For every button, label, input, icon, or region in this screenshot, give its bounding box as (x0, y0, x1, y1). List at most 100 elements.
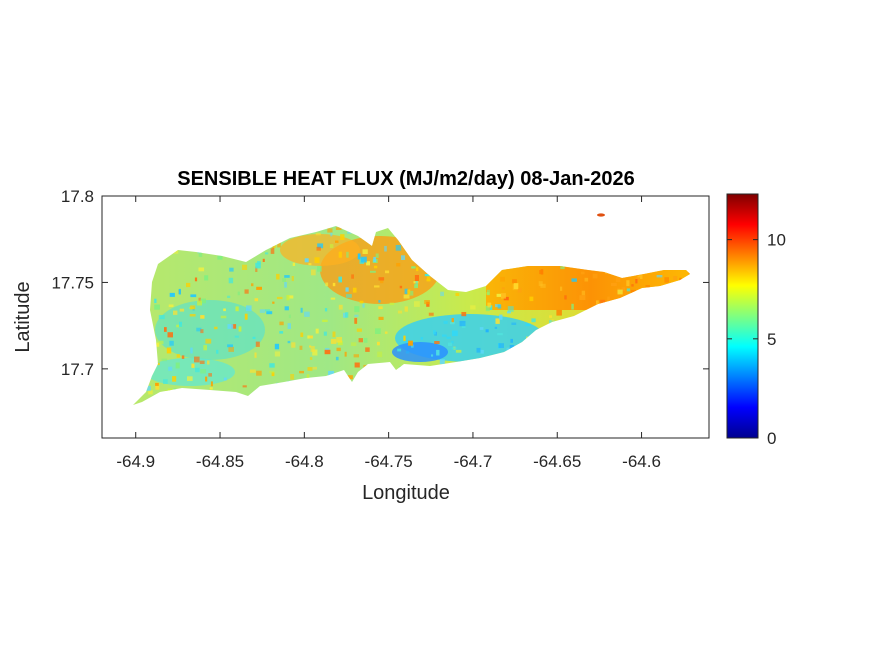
heatmap-cell (312, 349, 318, 356)
heatmap-cell (512, 279, 517, 284)
heatmap-cell (356, 328, 362, 332)
heatmap-cell (353, 354, 359, 358)
heatmap-cell (242, 385, 247, 388)
heatmap-cell (450, 322, 455, 325)
x-tick-label: -64.8 (285, 452, 324, 471)
heatmap-cell (155, 382, 159, 386)
heatmap-cell (378, 316, 384, 320)
heatmap-cell (549, 315, 552, 318)
heatmap-cell (440, 291, 444, 297)
heatmap-cell (210, 381, 213, 387)
heatmap-cell (571, 278, 577, 282)
heatmap-cell (509, 345, 515, 350)
heatmap-cell (479, 327, 484, 330)
heatmap-cell (249, 369, 256, 373)
heatmap-cell (497, 333, 503, 336)
heatmap-cell (191, 363, 195, 368)
heatmap-cell (176, 354, 181, 358)
heatmap-cell (373, 256, 376, 263)
heatmap-cell (615, 277, 621, 282)
heatmap-cell (194, 277, 198, 282)
heatmap-cell (338, 276, 342, 283)
heatmap-cell (198, 297, 201, 303)
heatmap-cell (405, 351, 410, 354)
heatmap-cell (187, 376, 193, 381)
heatmap-cell (312, 366, 317, 370)
heatmap-cell (231, 324, 237, 329)
heatmap-cell (414, 275, 419, 281)
heatmap-cell (375, 328, 381, 334)
heatmap-cell (277, 242, 281, 248)
heatmap-cell (415, 280, 418, 286)
heatmap-cell (507, 311, 511, 314)
heatmap-cell (630, 289, 637, 294)
heatmap-cell (340, 234, 345, 240)
heatmap-cell (186, 282, 191, 288)
heatmap-cell (416, 267, 419, 272)
heatmap-cell (517, 287, 522, 293)
heatmap-cell (411, 344, 414, 348)
heatmap-cell (336, 347, 341, 352)
heatmap-cell (499, 314, 503, 320)
heatmap-cell (179, 308, 185, 312)
heatmap-cell (244, 313, 248, 320)
heatmap-cell (242, 264, 248, 270)
heatmap-cell (626, 288, 631, 292)
heatmap-cell (564, 295, 567, 300)
colorbar-tick-label: 10 (767, 231, 786, 250)
heatmap-cell (178, 288, 181, 295)
heatmap-cell (255, 341, 260, 347)
heatmap-cell (169, 292, 175, 297)
heatmap-cell (621, 287, 625, 292)
heatmap-cell (513, 283, 519, 289)
heatmap-cell (207, 360, 210, 365)
heatmap-cell (172, 250, 179, 254)
y-axis: 17.7 17.75 17.8 (51, 187, 709, 379)
colorbar-tick-label: 0 (767, 429, 776, 448)
heatmap-cell (637, 275, 643, 279)
heatmap-cell (446, 336, 451, 339)
west-cool-patch (155, 300, 265, 360)
heatmap-cell (549, 320, 555, 324)
heatmap-cell (200, 315, 205, 319)
heatmap-cell (164, 327, 167, 332)
heatmap-cell (257, 261, 261, 265)
heatmap-cell (480, 349, 484, 354)
heatmap-cell (377, 341, 380, 346)
heatmap-cell (498, 343, 504, 348)
heatmap-cell (175, 362, 180, 369)
heatmap-cell (451, 318, 454, 324)
heatmap-cell (156, 342, 160, 347)
heatmap-cell (448, 342, 452, 346)
heatmap-cell (346, 251, 349, 258)
heatmap-cell (424, 274, 431, 277)
heatmap-cell (190, 294, 197, 298)
heatmap-cell (279, 321, 284, 326)
heatmap-cell (255, 262, 261, 269)
heatmap-cell (347, 231, 352, 234)
heatmap-cell (290, 374, 295, 380)
heatmap-cell (397, 348, 402, 352)
heatmap-cell (324, 308, 328, 312)
heatmap-cell (309, 357, 313, 360)
x-tick-label: -64.9 (116, 452, 155, 471)
heatmap-cell (580, 271, 585, 275)
heatmap-cell (426, 276, 431, 282)
heatmap-cell (424, 300, 430, 305)
heatmap-cell (269, 363, 275, 368)
heatmap-cell (274, 343, 280, 350)
heatmap-cell (216, 349, 219, 354)
heatmap-cell (262, 258, 265, 262)
x-tick-label: -64.75 (365, 452, 413, 471)
heatmap-cell (271, 371, 275, 377)
heatmap-cell (214, 326, 218, 330)
heatmap-cell (525, 323, 531, 327)
heatmap-cell (227, 295, 231, 298)
y-tick-label: 17.75 (51, 273, 94, 292)
heatmap-cell (426, 301, 430, 307)
heatmap-cell (571, 303, 574, 310)
heatmap-cell (200, 369, 207, 374)
heatmap-cell (403, 335, 406, 341)
heatmap-cell (344, 351, 347, 357)
heatmap-cell (487, 302, 492, 308)
